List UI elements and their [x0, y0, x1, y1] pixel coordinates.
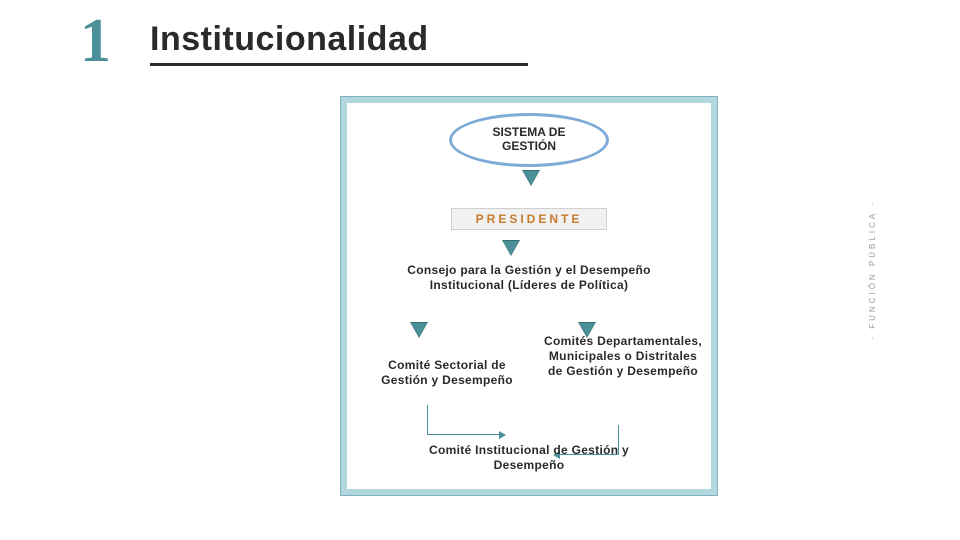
arrow-down-icon — [523, 171, 539, 185]
node-deptal: Comités Departamentales, Municipales o D… — [542, 334, 704, 379]
slide: 1 Institucionalidad SISTEMA DE GESTIÓN P… — [0, 0, 960, 540]
arrow-down-icon — [411, 323, 427, 337]
section-title: Institucionalidad — [150, 20, 429, 59]
watermark-text: · FUNCIÓN PÚBLICA · — [868, 200, 877, 339]
connector-elbow-left — [427, 405, 501, 435]
diagram-panel-inner: SISTEMA DE GESTIÓN PRESIDENTE Consejo pa… — [347, 103, 711, 489]
node-presidente-label: PRESIDENTE — [476, 212, 583, 226]
node-sistema-ellipse: SISTEMA DE GESTIÓN — [449, 113, 609, 167]
title-underline — [150, 63, 528, 66]
node-institucional: Comité Institucional de Gestión y Desemp… — [417, 443, 641, 473]
diagram-panel: SISTEMA DE GESTIÓN PRESIDENTE Consejo pa… — [340, 96, 718, 496]
node-consejo: Consejo para la Gestión y el Desempeño I… — [377, 263, 681, 293]
arrowhead-right-icon — [499, 431, 506, 439]
node-presidente: PRESIDENTE — [451, 208, 607, 230]
node-sistema-line1: SISTEMA DE — [493, 126, 566, 140]
node-sistema-line2: GESTIÓN — [493, 140, 566, 154]
section-number: 1 — [80, 6, 111, 77]
arrow-down-icon — [503, 241, 519, 255]
node-sectorial: Comité Sectorial de Gestión y Desempeño — [367, 358, 527, 388]
